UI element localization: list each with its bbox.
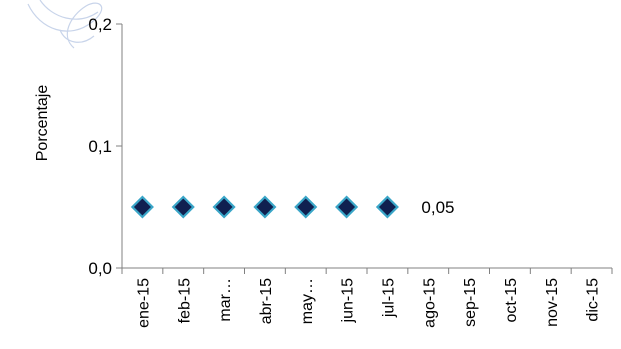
x-tick-label: abr-15 bbox=[258, 278, 275, 324]
y-tick-label: 0,2 bbox=[88, 15, 112, 34]
y-axis-label: Porcentaje bbox=[34, 85, 51, 162]
data-point bbox=[212, 195, 236, 219]
x-tick-label: jul-15 bbox=[380, 278, 397, 318]
x-tick-label: sep-15 bbox=[462, 278, 479, 327]
x-tick-label: ene-15 bbox=[135, 278, 152, 328]
data-label: 0,05 bbox=[421, 198, 454, 217]
x-tick-label: dic-15 bbox=[585, 278, 602, 322]
data-labels: 0,05 bbox=[421, 198, 454, 217]
data-point bbox=[335, 195, 359, 219]
data-point bbox=[375, 195, 399, 219]
x-tick-label: ago-15 bbox=[421, 278, 438, 328]
y-axis: 0,0 0,1 0,2 bbox=[88, 15, 123, 278]
x-tick-label: feb-15 bbox=[176, 278, 193, 323]
data-point bbox=[294, 195, 318, 219]
x-tick-label: may… bbox=[299, 278, 316, 324]
x-tick-label: nov-15 bbox=[544, 278, 561, 327]
data-point bbox=[171, 195, 195, 219]
data-point bbox=[253, 195, 277, 219]
x-tick-label: mar… bbox=[217, 278, 234, 322]
y-tick-label: 0,0 bbox=[88, 259, 112, 278]
y-tick-label: 0,1 bbox=[88, 137, 112, 156]
data-point bbox=[130, 195, 154, 219]
x-tick-label: jun-15 bbox=[340, 278, 357, 324]
series-markers bbox=[130, 195, 399, 219]
watermark-decoration bbox=[27, 0, 103, 49]
x-tick-label: oct-15 bbox=[503, 278, 520, 323]
x-axis: ene-15 feb-15 mar… abr-15 may… jun-15 jul-15 ag… bbox=[121, 267, 613, 328]
